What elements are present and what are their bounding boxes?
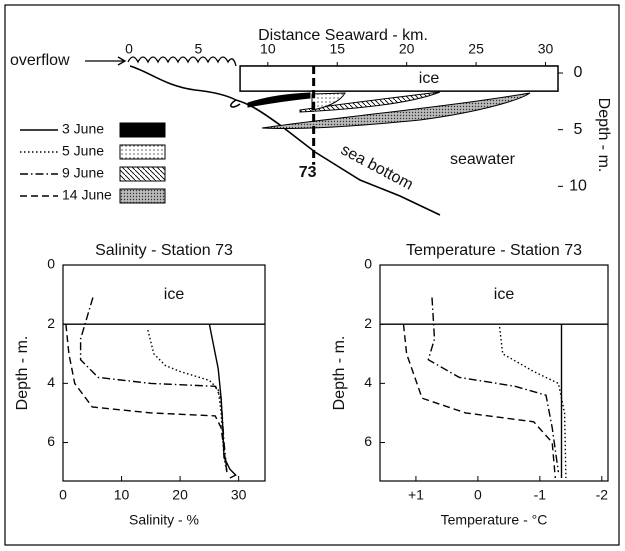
x-tick-label: +1 <box>408 487 424 503</box>
station-label: 73 <box>299 164 317 181</box>
x-axis-title: Distance Seaward - km. <box>258 27 428 44</box>
y-tick-label: 4 <box>47 374 55 390</box>
legend-label: 3 June <box>62 121 104 137</box>
profile-line <box>79 297 228 473</box>
overflow-arrow <box>85 56 127 66</box>
x-tick-label: 25 <box>468 41 484 57</box>
y-tick-label: 10 <box>569 178 587 195</box>
chart-title: Salinity - Station 73 <box>95 242 233 259</box>
y-axis-title: Depth - m. <box>331 336 348 411</box>
legend-label: 14 June <box>62 187 112 203</box>
y-tick-label: 2 <box>364 315 372 331</box>
ice-label: ice <box>494 286 515 303</box>
x-axis-title: Salinity - % <box>129 512 199 528</box>
y-tick-label: 0 <box>47 256 55 272</box>
plume-5-june <box>311 92 346 111</box>
plot-frame <box>62 264 266 482</box>
legend-swatch <box>119 166 166 182</box>
y-tick-label: 2 <box>47 315 55 331</box>
plume-14-june <box>261 92 531 130</box>
profile-line <box>427 297 560 473</box>
chart-title: Temperature - Station 73 <box>406 242 582 259</box>
plot-frame <box>379 264 609 482</box>
x-tick-label: -2 <box>596 487 609 503</box>
x-tick-label: 30 <box>231 487 247 503</box>
legend-label: 5 June <box>62 143 104 159</box>
figure-frame <box>4 4 620 546</box>
y-tick-label: 6 <box>364 433 372 449</box>
x-tick-label: 20 <box>399 41 415 57</box>
legend-label: 9 June <box>62 165 104 181</box>
x-tick-label: 10 <box>114 487 130 503</box>
x-tick-label: 0 <box>125 41 133 57</box>
profile-line <box>498 327 567 479</box>
y-tick-label: 0 <box>364 256 372 272</box>
seawater-label: seawater <box>450 151 516 168</box>
x-tick-label: 15 <box>329 41 345 57</box>
shore-line <box>129 65 241 108</box>
y-tick-label: 5 <box>574 121 583 138</box>
sea-bottom-label: sea bottom <box>338 141 416 193</box>
ice-label: ice <box>419 70 440 87</box>
y-axis-title: Depth - m. <box>14 336 31 411</box>
sea-bottom-line <box>235 99 441 216</box>
profile-line <box>208 324 237 479</box>
plume-3-june <box>247 92 311 108</box>
x-tick-label: 0 <box>474 487 482 503</box>
ice-box <box>239 65 559 92</box>
y-tick-label: 0 <box>574 64 583 81</box>
x-axis-title: Temperature - °C <box>441 512 548 528</box>
legend-swatch <box>119 188 166 204</box>
profile-line <box>65 324 228 473</box>
plume-9-june <box>299 91 441 113</box>
overflow-curls <box>127 56 237 67</box>
x-tick-label: 0 <box>59 487 67 503</box>
legend-swatch <box>119 122 166 138</box>
y-tick-label: 4 <box>364 374 372 390</box>
y-axis-title: Depth - m. <box>595 98 612 173</box>
x-tick-label: 5 <box>195 41 203 57</box>
x-tick-label: 30 <box>538 41 554 57</box>
profile-line <box>147 329 228 473</box>
legend-swatch <box>119 144 166 160</box>
x-tick-label: 10 <box>260 41 276 57</box>
overflow-label: overflow <box>10 52 70 69</box>
profile-line <box>402 324 556 479</box>
y-tick-label: 6 <box>47 433 55 449</box>
ice-label: ice <box>164 286 185 303</box>
x-tick-label: 20 <box>172 487 188 503</box>
x-tick-label: -1 <box>534 487 547 503</box>
